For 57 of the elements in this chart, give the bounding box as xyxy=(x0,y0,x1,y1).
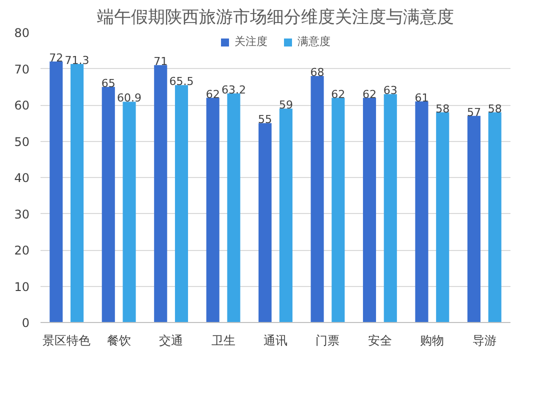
y-tick-label: 80 xyxy=(14,26,30,40)
x-tick-label: 交通 xyxy=(159,334,184,348)
x-tick-label: 通讯 xyxy=(264,334,288,348)
data-label: 63 xyxy=(383,84,398,98)
bar xyxy=(415,101,428,322)
chart-title: 端午假期陕西旅游市场细分维度关注度与满意度 xyxy=(97,8,454,28)
legend-label: 关注度 xyxy=(234,34,268,49)
y-tick-label: 30 xyxy=(14,207,30,222)
data-label: 65 xyxy=(101,76,116,90)
data-label: 59 xyxy=(278,98,293,112)
y-tick-label: 10 xyxy=(14,280,30,294)
x-tick-label: 景区特色 xyxy=(42,334,91,348)
data-label: 63.2 xyxy=(221,83,246,96)
bar xyxy=(258,123,272,322)
bar xyxy=(227,93,240,322)
bar xyxy=(488,112,502,322)
bar xyxy=(332,98,345,322)
bar xyxy=(384,94,397,322)
y-tick-label: 60 xyxy=(14,98,30,112)
bar xyxy=(436,112,450,322)
data-label: 71.3 xyxy=(64,54,90,68)
bar xyxy=(70,64,84,322)
data-label: 58 xyxy=(488,102,502,116)
bar xyxy=(50,62,63,322)
y-tick-label: 70 xyxy=(14,62,30,76)
bar xyxy=(174,85,188,322)
x-tick-label: 购物 xyxy=(420,334,444,348)
x-tick-label: 安全 xyxy=(368,334,392,348)
legend-label: 满意度 xyxy=(298,34,330,49)
bar xyxy=(467,116,480,322)
data-label: 62 xyxy=(206,88,220,101)
data-label: 55 xyxy=(258,113,272,126)
x-tick-label: 门票 xyxy=(316,334,340,348)
x-tick-label: 卫生 xyxy=(211,334,236,348)
bar xyxy=(279,108,292,322)
bar xyxy=(122,102,136,322)
bar xyxy=(206,98,220,322)
data-label: 61 xyxy=(414,91,429,104)
y-tick-label: 40 xyxy=(14,171,30,185)
y-tick-label: 20 xyxy=(14,244,30,258)
x-tick-label: 导游 xyxy=(472,334,496,348)
y-tick-label: 50 xyxy=(14,134,30,149)
bar xyxy=(310,76,324,322)
bar xyxy=(154,65,168,322)
y-tick-label: 0 xyxy=(22,316,30,330)
bar xyxy=(102,86,115,322)
data-label: 57 xyxy=(466,106,481,119)
x-tick-label: 餐饮 xyxy=(106,334,131,348)
bar xyxy=(362,98,376,322)
data-label: 60.9 xyxy=(117,92,142,105)
data-label: 72 xyxy=(49,52,64,64)
data-label: 65.5 xyxy=(169,75,194,88)
data-label: 62 xyxy=(331,88,346,101)
data-label: 58 xyxy=(436,102,450,116)
data-label: 62 xyxy=(362,88,376,101)
data-label: 68 xyxy=(310,66,324,79)
data-label: 71 xyxy=(154,55,168,68)
